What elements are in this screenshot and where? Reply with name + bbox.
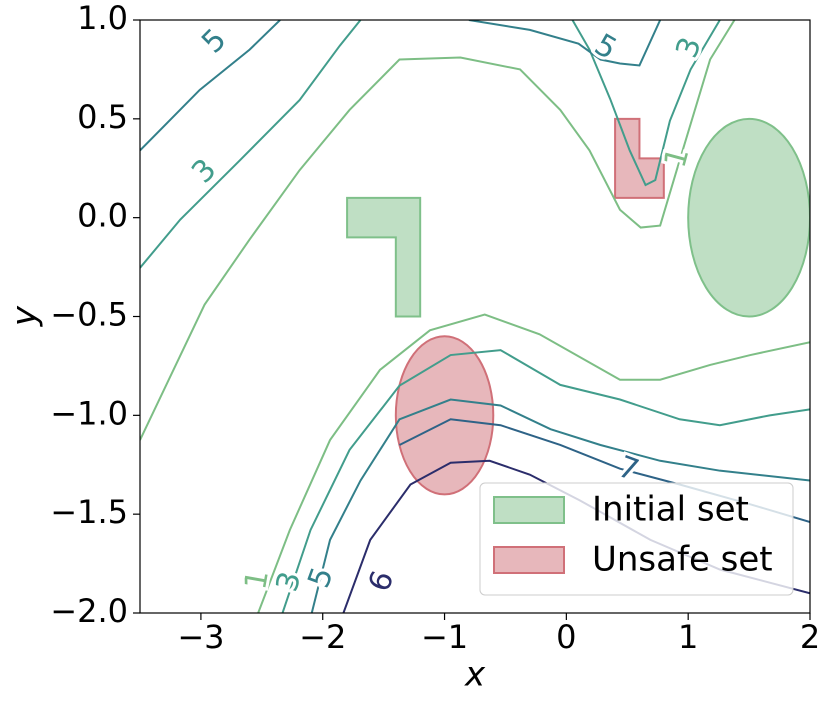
plot-area — [140, 20, 810, 613]
y-tick-label: 0.0 — [77, 197, 128, 235]
contour-line — [140, 20, 736, 441]
x-tick-label: 0 — [556, 618, 576, 656]
contour-label: 3 — [185, 152, 223, 190]
contour-line — [257, 313, 810, 613]
contour-label: 3 — [669, 33, 708, 63]
legend-label: Unsafe set — [592, 540, 773, 580]
contour-label: 5 — [195, 22, 233, 60]
contour-line — [468, 20, 662, 67]
contour-label: 9 — [359, 565, 398, 595]
legend-swatch — [493, 546, 565, 574]
y-tick-label: 0.5 — [77, 98, 128, 136]
x-tick-label: −2 — [299, 618, 346, 656]
x-tick-label: 2 — [800, 618, 820, 656]
contour-label: 5 — [301, 563, 340, 593]
set-polygon — [346, 196, 422, 318]
legend-swatch — [493, 496, 565, 524]
contour-line — [571, 20, 721, 187]
contour-line — [310, 398, 810, 613]
y-tick-label: −0.5 — [50, 296, 128, 334]
legend-label: Initial set — [592, 490, 749, 530]
y-axis-label: y — [5, 305, 45, 327]
x-tick-label: 1 — [678, 618, 698, 656]
contour-label: 1 — [238, 567, 276, 592]
set-polygon — [614, 117, 665, 199]
contour-line — [281, 349, 810, 613]
y-tick-label: −1.0 — [50, 394, 128, 432]
x-tick-label: −1 — [421, 618, 468, 656]
y-tick-label: 1.0 — [77, 0, 128, 37]
x-axis-label: x — [464, 655, 486, 695]
y-tick-label: −2.0 — [50, 592, 128, 630]
set-ellipse — [687, 117, 810, 318]
contour-line — [140, 20, 281, 152]
y-tick-label: −1.5 — [50, 493, 128, 531]
set-ellipse — [394, 335, 495, 496]
contour-line — [140, 20, 362, 269]
x-tick-label: −3 — [177, 618, 224, 656]
